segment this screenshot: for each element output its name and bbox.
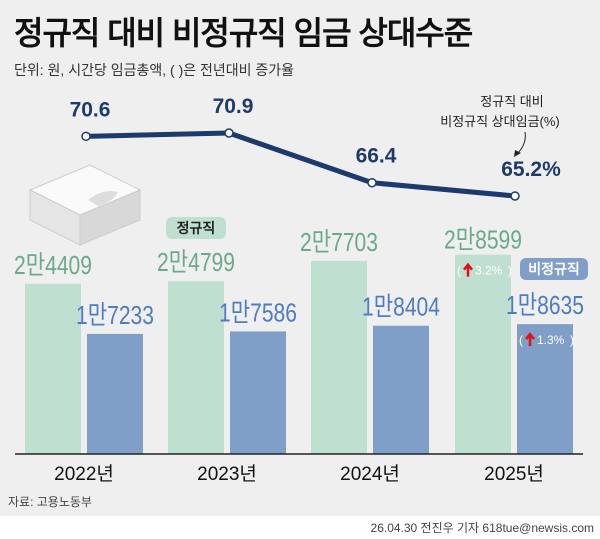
bar-value-label: 2만7703: [300, 227, 378, 257]
paren-open: (: [457, 264, 461, 278]
page-title: 정규직 대비 비정규직 임금 상대수준: [14, 15, 473, 51]
legend-badge-regular: [166, 217, 226, 239]
bar-nonregular: [517, 324, 573, 454]
bar-value-label: 2만8599: [444, 225, 522, 255]
bar-value-label: 1만7233: [76, 300, 154, 330]
ratio-value-label: 65.2%: [501, 158, 561, 181]
ratio-value-label: 66.4: [356, 145, 397, 168]
legend-badge-label: 정규직: [177, 220, 216, 236]
bar-value-label: 2만4799: [157, 247, 235, 277]
bar-nonregular: [87, 333, 143, 454]
up-arrow-icon: [463, 262, 473, 277]
ratio-point: [367, 177, 377, 188]
credit-line: 26.04.30 전진우 기자 618tue@newsis.com: [370, 521, 594, 535]
line-legend-line-2: 비정규직 상대임금(%): [440, 114, 560, 129]
bar-regular: [311, 260, 367, 454]
money-stack-icon: [28, 164, 142, 246]
subtitle: 단위: 원, 시간당 임금총액, ( )은 전년대비 증가율: [14, 62, 295, 78]
bar-value-label: 1만8404: [362, 292, 440, 322]
x-tick-label: 2024년: [340, 463, 400, 485]
x-tick-label: 2025년: [484, 463, 544, 485]
bar-nonregular: [373, 325, 429, 454]
up-arrow-icon: [525, 332, 535, 347]
bar-regular: [168, 281, 224, 454]
chart: 2만4409 2만4799 2만7703 2만8599 1만7233 1만7586 1만84…: [14, 94, 588, 485]
ratio-value-label: 70.9: [213, 95, 254, 118]
bar-value-label: 2만4409: [14, 250, 92, 280]
legend-arrow-icon: [516, 131, 526, 155]
ratio-value-label: 70.6: [70, 98, 111, 121]
bar-value-label: 1만8635: [506, 290, 584, 320]
paren-close: ): [570, 333, 574, 347]
bar-value-label: 1만7586: [219, 297, 297, 327]
growth-rate-label: 3.2%: [475, 264, 503, 278]
paren-close: ): [508, 264, 512, 278]
line-legend-line-1: 정규직 대비: [480, 94, 543, 109]
x-tick-label: 2023년: [197, 463, 257, 485]
growth-rate-label: 1.3%: [537, 333, 565, 347]
ratio-point: [81, 131, 91, 142]
legend-badge-label: 비정규직: [528, 261, 580, 277]
legend-badge-nonregular: [520, 258, 588, 280]
bar-regular: [455, 254, 511, 454]
bar-regular: [25, 283, 81, 454]
ratio-point: [224, 128, 234, 138]
ratio-point: [510, 191, 520, 201]
x-tick-label: 2022년: [54, 463, 114, 485]
paren-open: (: [519, 333, 523, 347]
source-note: 자료: 고용노동부: [8, 495, 92, 509]
ratio-line: [85, 130, 516, 199]
bar-nonregular: [230, 331, 286, 454]
